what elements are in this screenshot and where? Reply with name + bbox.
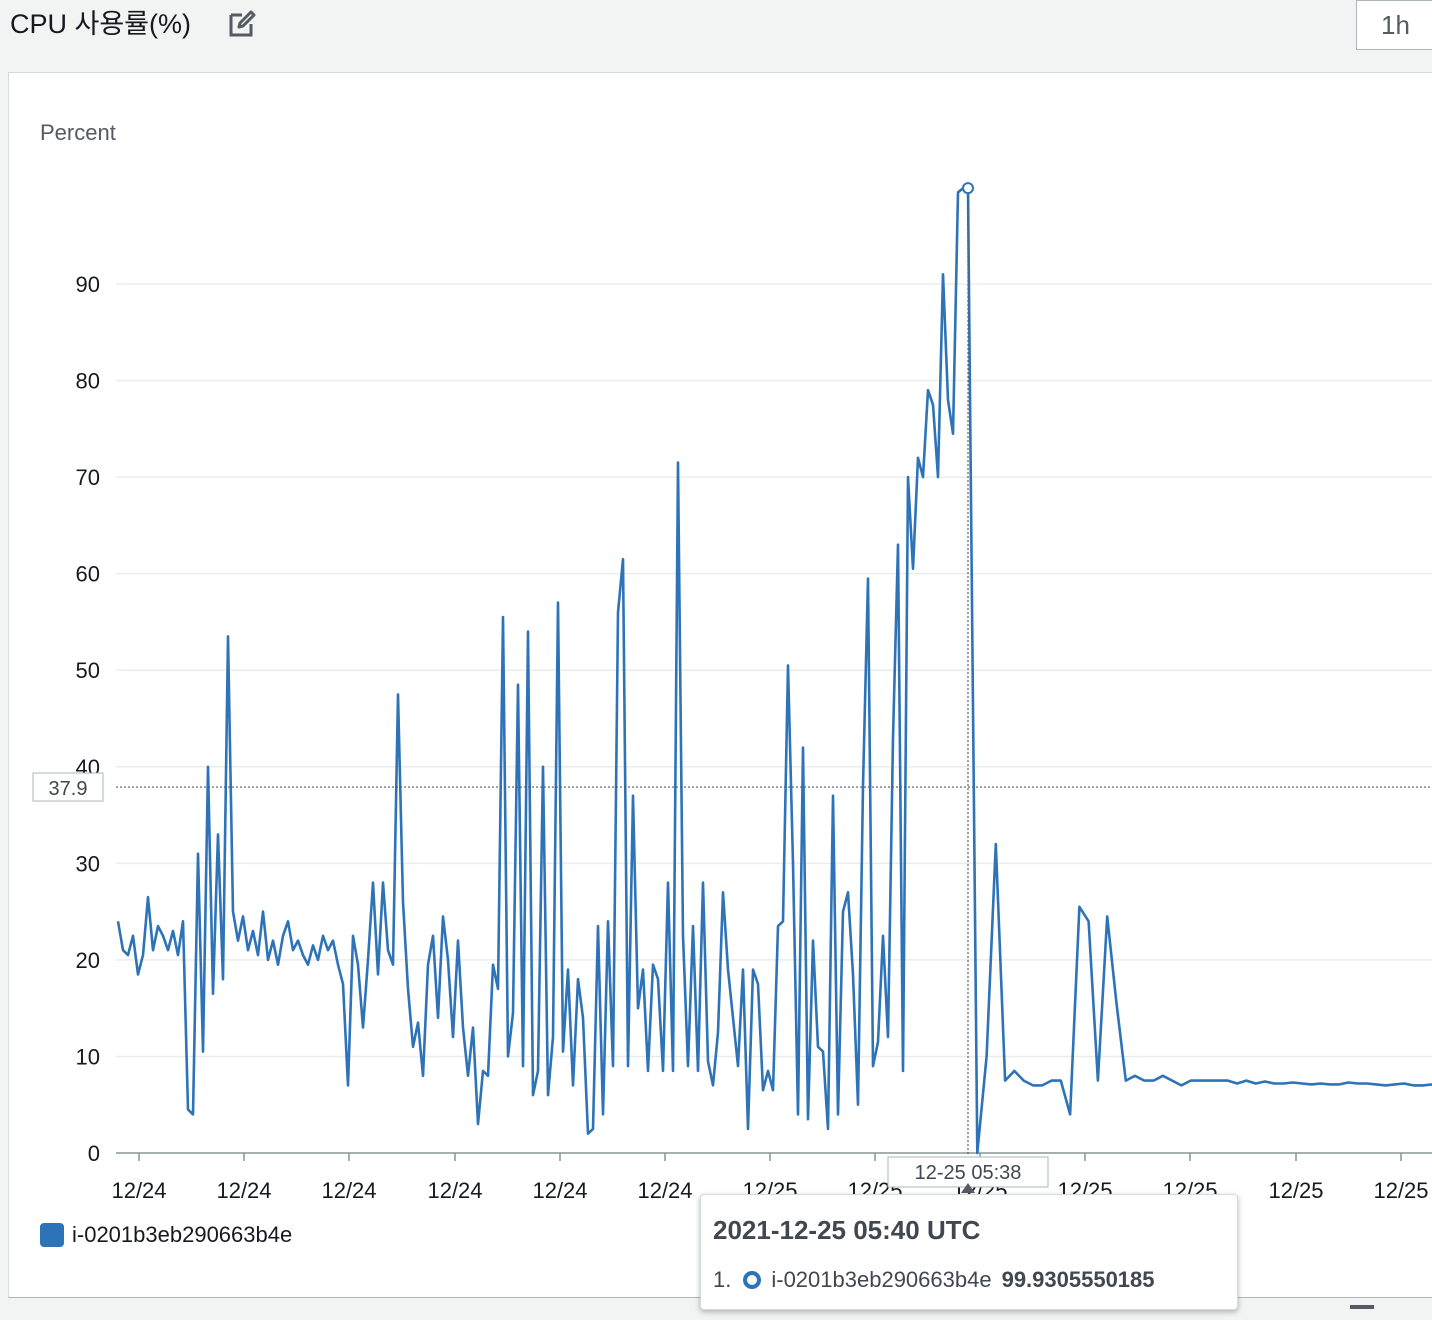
crosshair-y-label: 37.9 (49, 778, 88, 800)
tooltip-series-name: i-0201b3eb290663b4e (771, 1267, 992, 1292)
y-tick-label: 20 (76, 948, 100, 973)
tooltip: 2021-12-25 05:40 UTC 1. i-0201b3eb290663… (700, 1194, 1238, 1310)
crosshair-x-label-box (887, 1156, 1049, 1188)
x-tick-label: 12/24 (532, 1178, 587, 1203)
y-tick-label: 90 (76, 272, 100, 297)
crosshair-x-label: 12-25 05:38 (915, 1162, 1022, 1184)
x-tick-label: 12/24 (427, 1178, 482, 1203)
y-axis-label: Percent (40, 120, 116, 145)
x-tick-label: 12/24 (111, 1178, 166, 1203)
tooltip-title: 2021-12-25 05:40 UTC (713, 1215, 981, 1245)
legend[interactable]: i-0201b3eb290663b4e (40, 1222, 292, 1248)
series-layer (116, 186, 1432, 1155)
y-tick-label: 0 (88, 1141, 100, 1166)
series-line (116, 186, 1432, 1155)
x-tick-labels: 12/24 12/24 12/24 12/24 12/24 12/24 12/25 12/25… (111, 1153, 1429, 1203)
x-tick-label: 12/24 (637, 1178, 692, 1203)
y-tick-label: 50 (76, 658, 100, 683)
tooltip-row: 1. i-0201b3eb290663b4e 99.9305550185 (713, 1267, 1155, 1293)
period-button[interactable]: 1h (1356, 0, 1432, 50)
edit-icon[interactable] (227, 9, 257, 39)
tooltip-series-value: 99.9305550185 (1001, 1267, 1155, 1292)
crosshair-y-label-box (32, 772, 104, 802)
x-tick-label: 12/24 (321, 1178, 376, 1203)
crosshair-layer: 37.9 12-25 05:38 (32, 182, 1432, 1193)
legend-swatch (40, 1223, 64, 1247)
grid-layer (116, 283, 1432, 1154)
y-tick-label: 80 (76, 369, 100, 394)
legend-label: i-0201b3eb290663b4e (72, 1222, 293, 1247)
chart-panel (8, 72, 1432, 1298)
y-tick-label: 30 (76, 851, 100, 876)
hover-point (962, 182, 974, 195)
x-tick-label: 12/24 (216, 1178, 271, 1203)
y-tick-label: 70 (76, 465, 100, 490)
tooltip-row-index: 1. (713, 1267, 732, 1292)
x-tick-label: 12/25 (1268, 1178, 1323, 1203)
y-tick-label: 10 (76, 1044, 100, 1069)
x-tick-label: 12/25 (1373, 1178, 1428, 1203)
y-tick-label: 60 (76, 562, 100, 587)
minus-icon[interactable] (1350, 1305, 1374, 1309)
crosshair-x-pointer-icon (961, 1183, 975, 1193)
widget-title: CPU 사용률(%) (10, 9, 192, 39)
tooltip-series-marker (743, 1271, 762, 1289)
